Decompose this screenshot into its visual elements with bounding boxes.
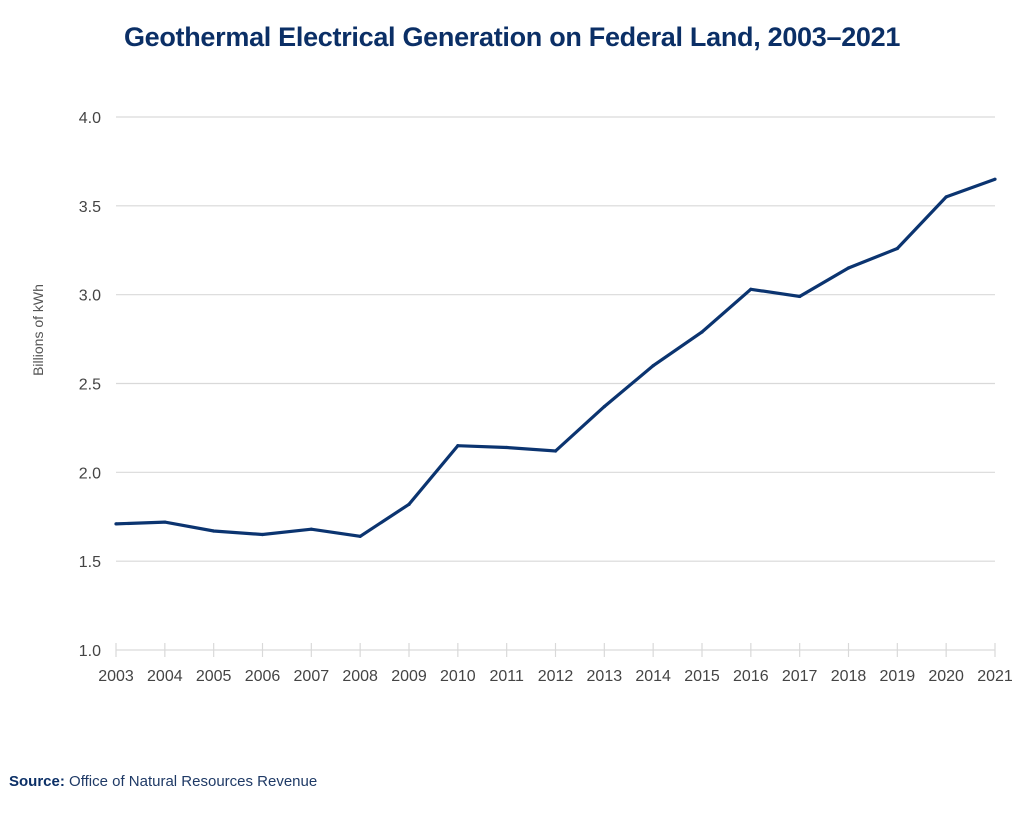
x-tick-label: 2020 [928,668,964,685]
y-tick-label: 2.0 [79,465,101,482]
data-point-2015 [700,330,704,334]
data-point-2012 [553,449,558,453]
x-tick-label: 2007 [294,668,330,685]
y-tick-label: 4.0 [79,110,101,127]
x-tick-label: 2008 [342,668,378,685]
source-label: Source: [9,773,65,790]
source-note: Source: Office of Natural Resources Reve… [9,773,317,790]
data-point-2021 [993,177,997,181]
x-tick-label: 2003 [98,668,134,685]
data-point-2020 [944,195,948,199]
x-tick-label: 2013 [587,668,623,685]
x-tick-label: 2009 [391,668,427,685]
x-tick-label: 2018 [831,668,867,685]
data-point-2006 [260,532,265,537]
data-point-2019 [895,246,899,251]
x-tick-label: 2014 [635,668,671,685]
y-tick-label: 2.5 [79,377,101,394]
data-point-2014 [651,364,655,368]
data-point-2016 [749,287,753,291]
data-point-2009 [407,502,411,506]
data-point-2008 [358,534,362,538]
x-tick-label: 2016 [733,668,769,685]
data-point-2017 [798,294,802,299]
x-tick-label: 2019 [880,668,916,685]
data-point-2003 [114,522,118,526]
x-tick-label: 2004 [147,668,183,685]
y-tick-label: 3.5 [79,199,101,216]
series-layer [114,177,997,538]
x-tick-label: 2006 [245,668,281,685]
x-tick-label: 2011 [489,668,524,685]
x-tick-label: 2015 [684,668,720,685]
y-axis: 1.0 1.5 2.0 2.5 3.0 3.5 4.0 [79,110,101,660]
series-line [115,177,996,538]
gridlines [116,116,995,651]
data-point-2004 [163,520,167,524]
y-axis-label: Billions of kWh [30,284,46,376]
source-text: Office of Natural Resources Revenue [69,773,318,790]
data-point-2013 [602,404,606,409]
x-axis: 2003 2004 2005 2006 2007 2008 2009 2010 2011 2012… [98,643,1013,685]
y-tick-label: 1.0 [79,643,101,660]
x-tick-label: 2012 [538,668,574,685]
data-point-2007 [309,527,313,531]
x-tick-label: 2017 [782,668,818,685]
chart-title: Geothermal Electrical Generation on Fede… [123,22,901,52]
x-tick-label: 2005 [196,668,232,685]
data-point-2011 [505,445,509,450]
data-point-2010 [456,444,460,448]
data-point-2005 [212,529,216,533]
y-tick-label: 3.0 [79,288,101,305]
y-tick-label: 1.5 [79,554,101,571]
data-point-2018 [846,266,851,270]
x-tick-label: 2021 [977,668,1013,685]
x-tick-label: 2010 [440,668,476,685]
